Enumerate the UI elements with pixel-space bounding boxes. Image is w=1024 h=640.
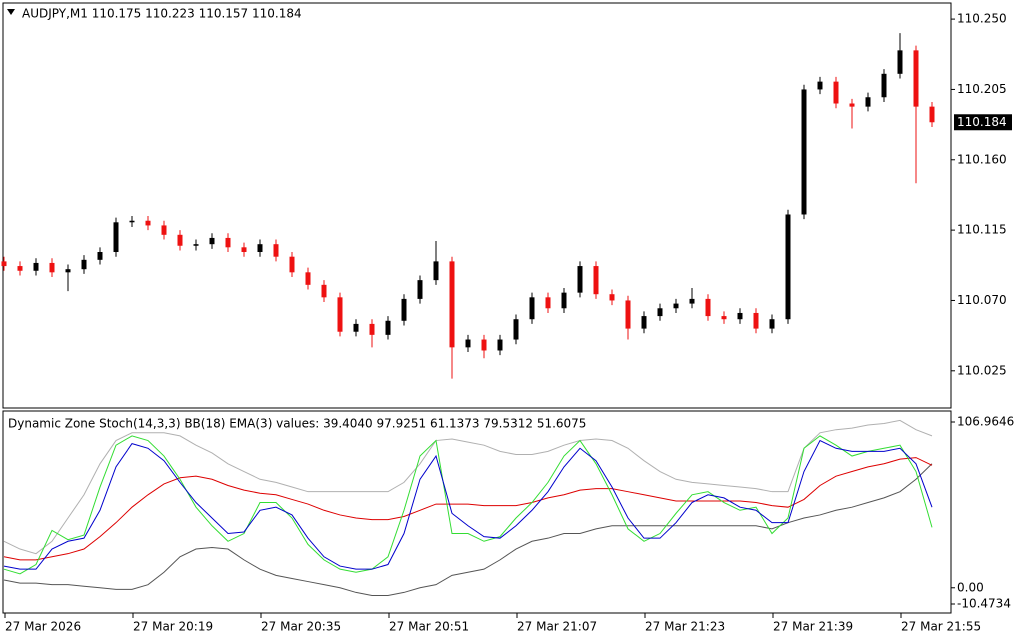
indicator-line xyxy=(3,463,933,597)
candle-body xyxy=(561,292,567,309)
candle-body xyxy=(113,222,119,253)
candle-body xyxy=(209,237,215,245)
candle-body xyxy=(657,308,663,317)
indicator-line xyxy=(3,439,933,570)
candle-body xyxy=(161,225,167,235)
candle-body xyxy=(17,266,23,271)
candle-body xyxy=(817,81,823,90)
y-tick-label: 110.025 xyxy=(957,363,1007,377)
candle-body xyxy=(929,106,935,123)
candle-body xyxy=(689,298,695,304)
candle-body xyxy=(305,272,311,285)
candle-body xyxy=(321,284,327,298)
x-tick-label: 27 Mar 20:19 xyxy=(133,620,213,634)
candle-body xyxy=(257,244,263,253)
collapse-icon[interactable] xyxy=(7,9,15,15)
x-tick-label: 27 Mar 21:55 xyxy=(901,620,981,634)
candle-body xyxy=(241,247,247,253)
candle-body xyxy=(529,297,535,320)
y-tick-label: 110.205 xyxy=(957,82,1007,96)
candle-body xyxy=(913,50,919,107)
candle-body xyxy=(49,262,55,273)
candle-body xyxy=(545,297,551,309)
candle-body xyxy=(177,234,183,246)
candle-body xyxy=(785,214,791,320)
candle-body xyxy=(705,298,711,317)
y-tick-label: 110.070 xyxy=(957,293,1007,307)
candle-body xyxy=(849,103,855,107)
x-tick-label: 27 Mar 21:23 xyxy=(645,620,725,634)
candle-body xyxy=(81,259,87,270)
candle-body xyxy=(385,320,391,335)
candle-body xyxy=(1,261,7,267)
candle-body xyxy=(353,323,359,332)
price-title: AUDJPY,M1 110.175 110.223 110.157 110.18… xyxy=(22,7,302,21)
candle-body xyxy=(369,323,375,335)
candle-body xyxy=(753,312,759,329)
candle-body xyxy=(129,220,135,223)
candle-body xyxy=(897,50,903,74)
y-tick-label: 0.00 xyxy=(957,580,984,594)
candle-body xyxy=(97,252,103,260)
indicator-panel xyxy=(2,410,952,614)
candle-body xyxy=(769,319,775,329)
candle-body xyxy=(465,339,471,348)
indicator-line xyxy=(3,435,933,575)
x-tick-label: 27 Mar 20:51 xyxy=(389,620,469,634)
candle-body xyxy=(865,97,871,107)
candle-body xyxy=(625,300,631,329)
candle-body xyxy=(641,316,647,329)
candle-body xyxy=(593,266,599,295)
last-price-tag xyxy=(954,114,1012,131)
candle-body xyxy=(65,269,71,273)
indicator-line xyxy=(3,419,933,555)
y-tick-label: 110.160 xyxy=(957,152,1007,166)
candle-body xyxy=(145,220,151,226)
y-tick-label: 110.115 xyxy=(957,223,1007,237)
price-panel xyxy=(2,2,952,409)
candle-body xyxy=(481,339,487,351)
candle-body xyxy=(737,312,743,320)
candle-body xyxy=(273,244,279,257)
indicator-line xyxy=(3,457,933,561)
candle-body xyxy=(497,339,503,351)
y-tick-label: -10.4734 xyxy=(957,597,1011,611)
candle-body xyxy=(433,261,439,281)
candle-body xyxy=(721,316,727,320)
candle-body xyxy=(337,297,343,332)
candle-body xyxy=(225,237,231,248)
indicator-title: Dynamic Zone Stoch(14,3,3) BB(18) EMA(3)… xyxy=(8,417,586,431)
x-tick-label: 27 Mar 20:35 xyxy=(261,620,341,634)
y-tick-label: 106.9646 xyxy=(957,414,1014,428)
candle-body xyxy=(289,256,295,273)
last-price-label: 110.184 xyxy=(957,115,1007,129)
candle-body xyxy=(801,89,807,215)
candle-body xyxy=(833,81,839,104)
candle-body xyxy=(33,262,39,271)
x-tick-label: 27 Mar 21:39 xyxy=(773,620,853,634)
x-tick-label: 27 Mar 21:07 xyxy=(517,620,597,634)
candle-body xyxy=(881,73,887,98)
candle-body xyxy=(193,244,199,246)
candle-body xyxy=(577,266,583,293)
candle-body xyxy=(609,294,615,301)
candle-body xyxy=(449,261,455,348)
candle-body xyxy=(401,298,407,321)
y-tick-label: 110.250 xyxy=(957,12,1007,26)
candle-body xyxy=(673,303,679,309)
candle-body xyxy=(417,280,423,299)
candle-body xyxy=(513,319,519,340)
x-tick-label: 27 Mar 2026 xyxy=(5,620,81,634)
